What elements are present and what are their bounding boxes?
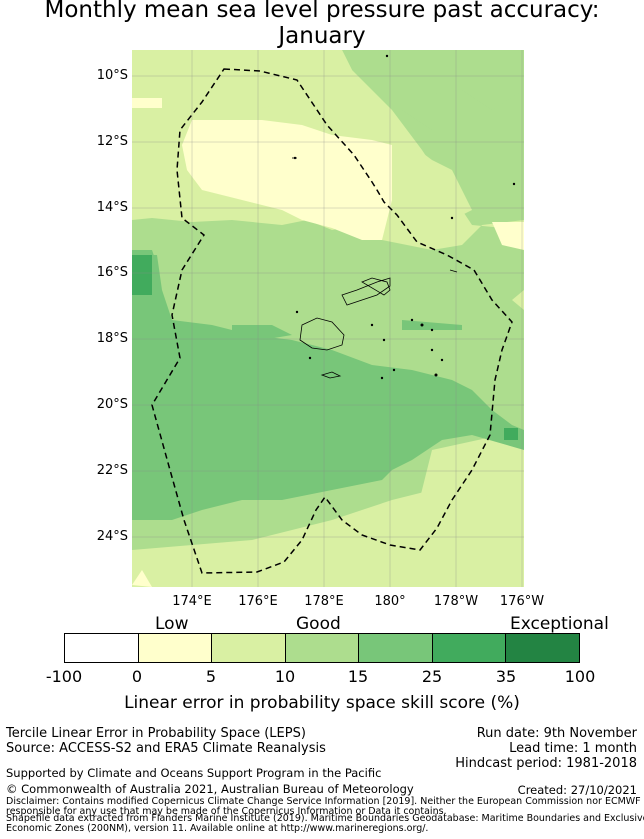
source-text: Source: ACCESS-S2 and ERA5 Climate Reana… [6, 741, 326, 756]
chart-title-line2: January [278, 23, 366, 49]
shapefile-line2: Economic Zones (200NM), version 11. Avai… [6, 823, 429, 834]
colorbar-segment [211, 634, 285, 662]
colorbar-segment [284, 634, 359, 662]
map-gridlines [132, 50, 524, 587]
lon-label: 176°W [499, 594, 545, 609]
small-islands [293, 54, 516, 380]
lon-label: 174°E [172, 594, 212, 609]
lon-label: 178°W [433, 594, 479, 609]
lat-label: 14°S [96, 200, 128, 215]
lead-time: Lead time: 1 month [509, 741, 637, 756]
hindcast-period: Hindcast period: 1981-2018 [455, 756, 637, 771]
lon-label: 178°E [304, 594, 344, 609]
category-low: Low [155, 614, 189, 634]
lat-label: 20°S [96, 397, 128, 412]
colorbar-tick: 35 [495, 667, 517, 686]
lat-label: 24°S [96, 529, 128, 544]
copyright-text: © Commonwealth of Australia 2021, Austra… [6, 782, 414, 796]
created-date: Created: 27/10/2021 [517, 783, 637, 797]
colorbar [64, 633, 580, 663]
method-text: Tercile Linear Error in Probability Spac… [6, 726, 306, 741]
colorbar-tick: 0 [131, 667, 143, 686]
colorbar-tick: 25 [421, 667, 443, 686]
colorbar-segment [431, 634, 506, 662]
lon-label: 176°E [238, 594, 278, 609]
colorbar-tick: 15 [347, 667, 369, 686]
fiji-islands [292, 157, 458, 379]
colorbar-tick: 5 [205, 667, 217, 686]
lat-label: 18°S [96, 331, 128, 346]
colorbar-segment [137, 634, 212, 662]
lat-label: 10°S [96, 68, 128, 83]
colorbar-segment [358, 634, 432, 662]
colorbar-tick: 100 [564, 667, 596, 686]
colorbar-segment [505, 634, 580, 662]
skill-score-map [132, 50, 524, 587]
lat-label: 16°S [96, 265, 128, 280]
region-score-25-35 [132, 255, 518, 440]
category-good: Good [296, 614, 341, 634]
shapefile-line1: Shapefile data extracted from Flanders M… [6, 813, 644, 824]
disclaimer-line1: Disclaimer: Contains modified Copernicus… [6, 796, 644, 807]
lat-label: 22°S [96, 463, 128, 478]
disclaimer-line2: responsible for any use that may be made… [6, 806, 447, 817]
colorbar-label: Linear error in probability space skill … [124, 693, 520, 713]
colorbar-segment [65, 634, 138, 662]
run-date: Run date: 9th November [476, 726, 637, 741]
lat-label: 12°S [96, 134, 128, 149]
colorbar-tick: 10 [274, 667, 296, 686]
region-score-0-5 [132, 98, 524, 587]
colorbar-tick: -100 [45, 667, 83, 686]
category-exceptional: Exceptional [510, 614, 609, 634]
support-text: Supported by Climate and Oceans Support … [6, 766, 382, 780]
chart-title-line1: Monthly mean sea level pressure past acc… [44, 0, 600, 23]
eez-boundary [151, 68, 513, 574]
lon-label: 180° [374, 594, 406, 609]
